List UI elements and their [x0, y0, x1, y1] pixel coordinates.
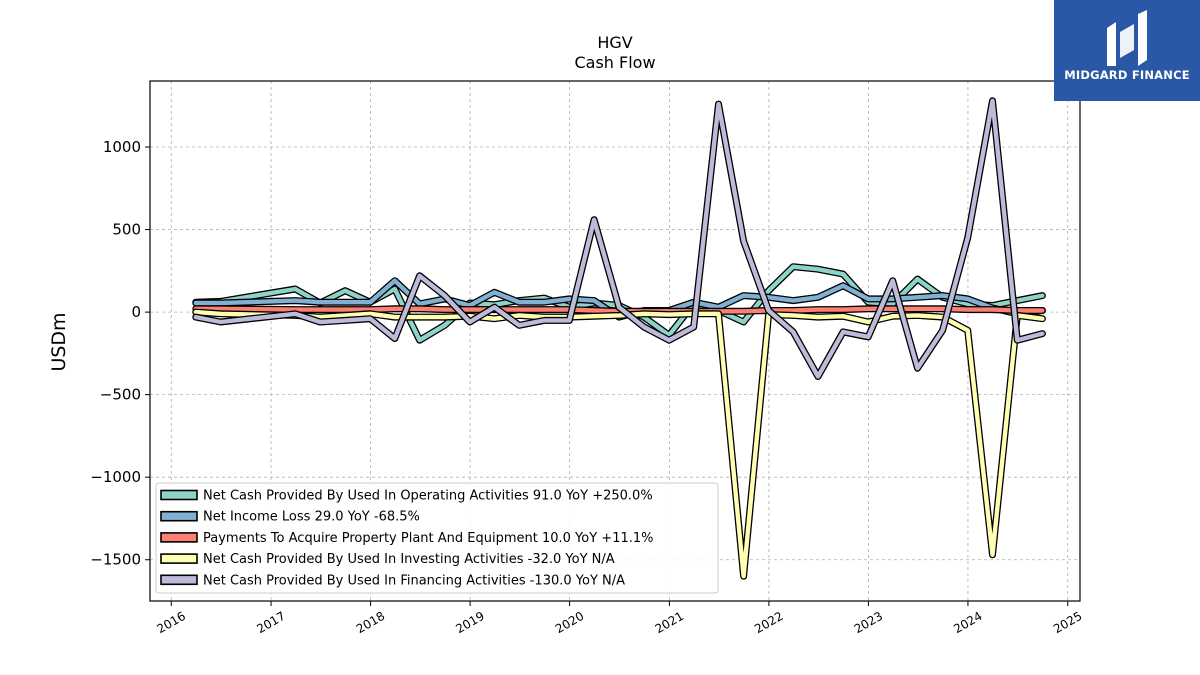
y-axis-label: USDm — [48, 312, 70, 371]
midgard-finance-logo: MIDGARD FINANCE — [1054, 0, 1200, 101]
chart-subtitle: Cash Flow — [574, 53, 655, 72]
chart-title: HGV — [597, 33, 632, 52]
legend-label-4: Net Cash Provided By Used In Financing A… — [203, 573, 625, 588]
y-tick-label: −500 — [100, 386, 141, 404]
series-lines — [192, 97, 1046, 580]
legend-swatch-0 — [160, 489, 198, 501]
legend: Net Cash Provided By Used In Operating A… — [155, 482, 719, 594]
logo-text: MIDGARD FINANCE — [1064, 68, 1190, 82]
y-tick-label: −1000 — [90, 468, 141, 486]
legend-swatch-1 — [160, 510, 198, 522]
legend-label-1: Net Income Loss 29.0 YoY -68.5% — [203, 510, 420, 525]
plot-frame — [149, 80, 1081, 602]
legend-label-0: Net Cash Provided By Used In Operating A… — [203, 489, 653, 504]
legend-swatch-3 — [160, 553, 198, 564]
legend-swatch-2 — [160, 532, 198, 543]
y-tick-label: −1500 — [90, 551, 141, 569]
legend-swatch-4 — [160, 574, 198, 586]
legend-box — [155, 482, 719, 594]
series-line-4 — [193, 98, 1045, 379]
y-tick-label: 0 — [131, 303, 141, 321]
midgard-logo-icon — [1107, 10, 1147, 66]
y-tick-label: 1000 — [103, 138, 141, 156]
legend-label-2: Payments To Acquire Property Plant And E… — [203, 531, 654, 546]
y-axis-ticks: 1000 500 0 −500 −1000 −1500 — [90, 138, 150, 569]
legend-label-3: Net Cash Provided By Used In Investing A… — [203, 552, 615, 567]
y-tick-label: 500 — [112, 221, 141, 239]
series-line-3 — [193, 309, 1045, 579]
